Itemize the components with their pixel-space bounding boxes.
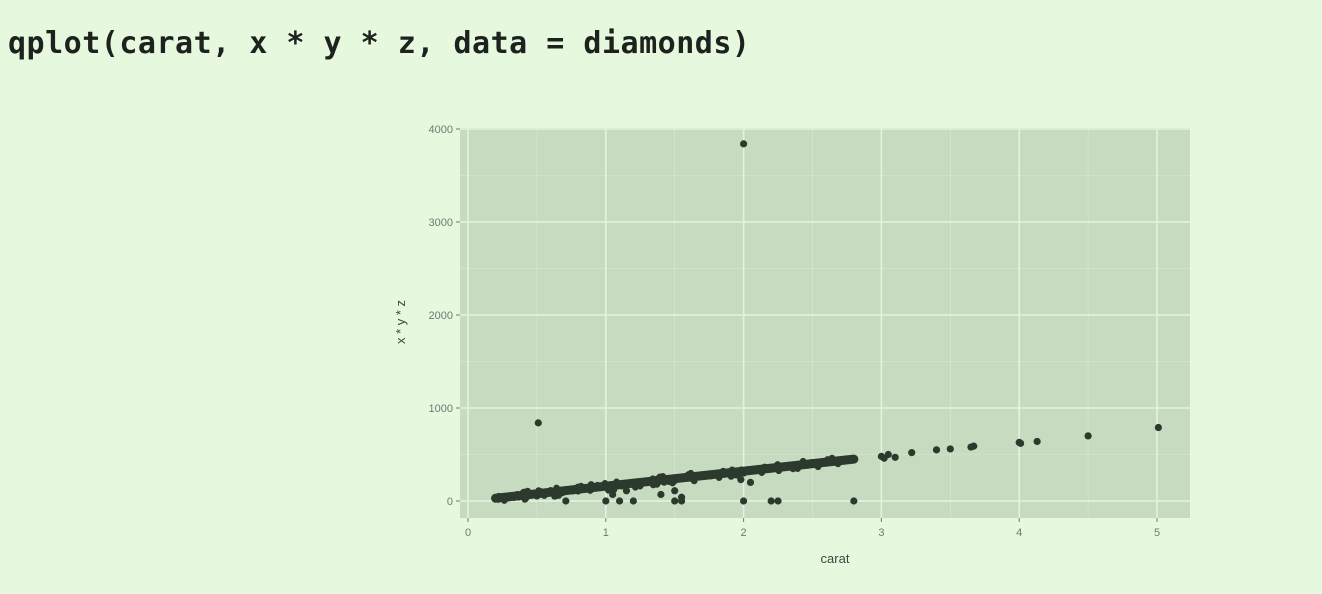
band-point — [575, 484, 583, 491]
data-point — [891, 453, 899, 461]
band-point — [605, 487, 612, 494]
x-tick-label: 3 — [878, 527, 884, 539]
data-point — [908, 449, 916, 457]
band-point — [836, 457, 843, 465]
data-point — [932, 446, 941, 454]
band-point — [519, 489, 527, 496]
band-point — [513, 490, 521, 498]
data-points — [534, 140, 1162, 505]
band-point — [588, 486, 595, 493]
data-point — [629, 497, 637, 505]
y-tick-label: 1000 — [429, 403, 453, 415]
data-point — [946, 445, 954, 453]
band-point — [601, 479, 609, 487]
band-point — [615, 482, 623, 490]
x-tick-label: 1 — [603, 527, 609, 539]
band-point — [672, 476, 679, 483]
data-point — [746, 478, 755, 486]
data-point — [737, 476, 745, 484]
data-point — [615, 497, 624, 505]
data-point — [562, 497, 570, 505]
band-point — [522, 494, 530, 502]
x-tick-label: 4 — [1016, 527, 1022, 539]
x-tick-label: 0 — [465, 527, 471, 539]
band-point — [749, 466, 756, 473]
band-point — [665, 478, 673, 486]
data-point — [850, 497, 858, 505]
y-tick-label: 3000 — [429, 217, 453, 229]
y-tick-label: 0 — [447, 496, 453, 508]
band-point — [587, 481, 595, 488]
band-point — [794, 465, 801, 472]
x-axis-title: carat — [821, 551, 850, 566]
data-point — [774, 497, 782, 505]
data-point — [622, 487, 631, 495]
band-point — [569, 487, 576, 495]
band-point — [706, 472, 714, 480]
band-point — [637, 481, 644, 489]
data-point — [609, 490, 617, 499]
data-point — [740, 469, 748, 477]
band-point — [681, 475, 689, 482]
y-tick-label: 4000 — [429, 124, 453, 136]
band-point — [789, 465, 797, 473]
data-point — [1084, 432, 1092, 440]
band-point — [814, 463, 822, 471]
y-tick-label: 2000 — [429, 310, 453, 322]
band-point — [715, 474, 723, 482]
x-tick-label: 2 — [741, 527, 747, 539]
band-point — [799, 457, 807, 465]
data-point — [767, 497, 775, 505]
data-point — [534, 419, 542, 427]
band-point — [690, 477, 698, 485]
data-point — [677, 493, 686, 501]
band-point — [504, 494, 512, 502]
axis-ticks: 0 1 2 3 4 5 0 1000 2000 3000 4000 — [429, 124, 1161, 539]
data-point — [657, 490, 665, 499]
data-point — [970, 442, 978, 450]
band-point — [774, 461, 781, 468]
x-tick-label: 5 — [1154, 527, 1160, 539]
band-point — [642, 478, 650, 486]
band-point — [495, 492, 502, 500]
data-point — [1033, 437, 1041, 446]
band-point — [535, 487, 542, 494]
band-point — [719, 467, 727, 475]
band-point — [775, 467, 783, 475]
band-point — [649, 481, 657, 489]
band-point — [540, 492, 548, 499]
code-line: qplot(carat, x * y * z, data = diamonds) — [8, 26, 751, 61]
band-point — [632, 484, 639, 491]
data-point — [671, 497, 679, 505]
trend-band — [491, 454, 859, 504]
plot-panel — [460, 128, 1190, 518]
y-axis-title: x * y * z — [393, 300, 408, 344]
band-point — [563, 487, 571, 494]
data-point — [1154, 423, 1162, 432]
data-point — [671, 487, 679, 495]
data-point — [740, 140, 748, 148]
band-point — [728, 472, 735, 480]
band-point — [687, 469, 695, 477]
band-point — [558, 486, 565, 494]
data-point — [602, 497, 610, 505]
band-point — [655, 477, 663, 484]
data-point — [884, 450, 892, 459]
band-point — [551, 493, 558, 500]
band-point — [761, 463, 768, 471]
band-point — [824, 456, 831, 463]
data-point — [740, 497, 748, 505]
band-point — [547, 487, 554, 494]
data-point — [1016, 439, 1025, 447]
